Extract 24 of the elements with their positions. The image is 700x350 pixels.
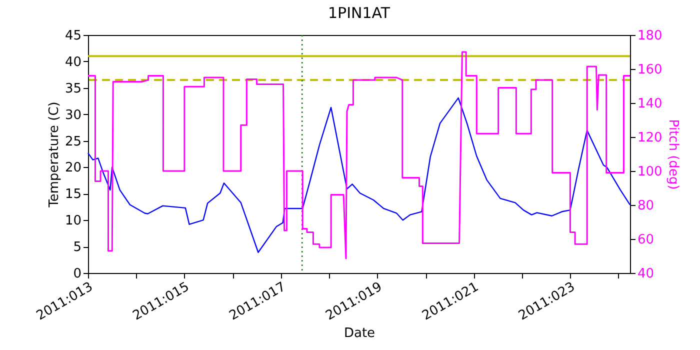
- x-axis-title: Date: [344, 326, 376, 341]
- y-tick-label: 25: [64, 134, 82, 150]
- y-tick-label: 35: [64, 81, 82, 96]
- y2-tick-label: 60: [638, 232, 654, 248]
- y-axis-title: Temperature (C): [46, 102, 62, 208]
- y-tick-label: 20: [64, 160, 82, 176]
- y2-tick-label: 40: [638, 266, 654, 282]
- y-tick-label: 0: [73, 266, 82, 282]
- y-tick-label: 30: [64, 108, 82, 123]
- y2-tick-label: 120: [638, 130, 662, 146]
- line-series: [87, 97, 631, 253]
- y-tick-label: 10: [64, 214, 82, 229]
- y2-tick-label: 180: [638, 28, 662, 44]
- y2-tick-label: 80: [638, 198, 654, 214]
- y2-tick-label: 100: [638, 164, 662, 180]
- chart-title: 1PIN1AT: [328, 4, 391, 22]
- y-tick-label: 15: [64, 187, 82, 202]
- y2-tick-label: 140: [638, 96, 662, 112]
- line-series: [87, 51, 631, 260]
- y-tick-label: 40: [64, 54, 82, 70]
- y2-tick-label: 160: [638, 62, 662, 78]
- y-tick-label: 45: [64, 28, 82, 44]
- y2-axis-title: Pitch (deg): [665, 119, 680, 190]
- y-tick-label: 5: [73, 240, 82, 256]
